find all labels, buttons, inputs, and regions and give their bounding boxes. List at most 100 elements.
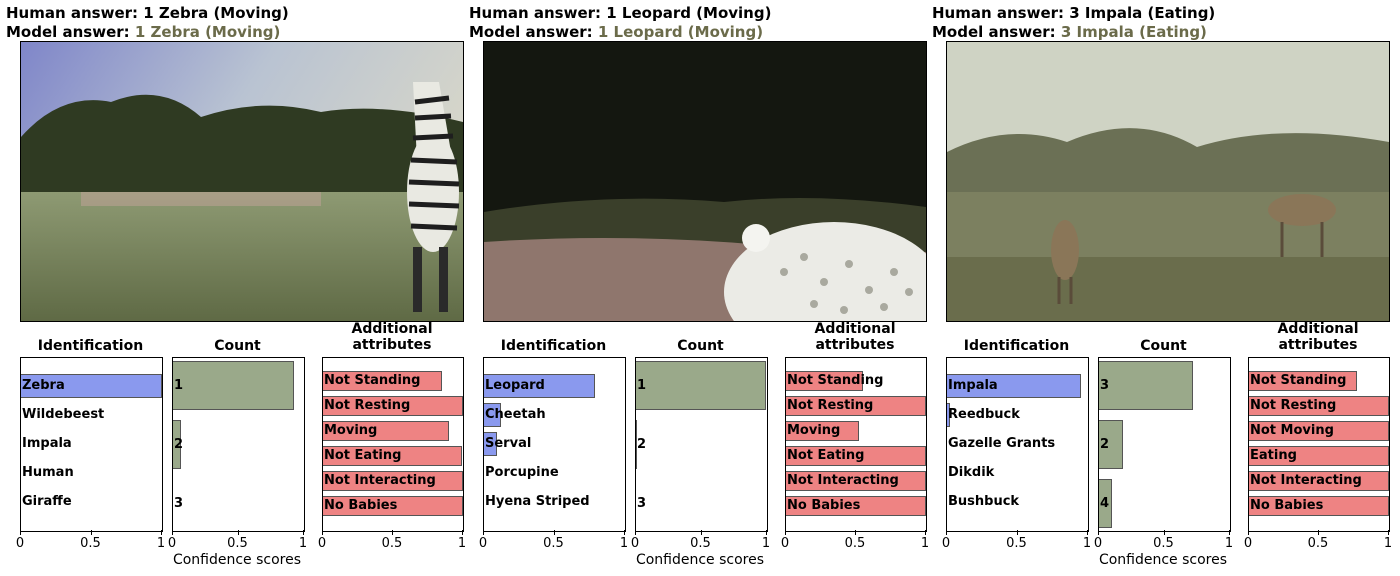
count-chart-box: 3 2 4	[1098, 357, 1231, 532]
attributes-bar	[323, 421, 449, 441]
count-bar	[173, 420, 181, 469]
x-tick	[1229, 530, 1230, 535]
identification-bar-label: Leopard	[485, 378, 545, 393]
attributes-bar-label: No Babies	[324, 498, 398, 513]
attributes-bar-label: Not Eating	[787, 448, 865, 463]
x-tick-label: 1	[920, 536, 930, 551]
attributes-title-line1: Additional	[351, 321, 433, 337]
attributes-title-line2: attributes	[352, 337, 432, 353]
identification-bar-label: Impala	[948, 378, 998, 393]
x-tick	[322, 530, 323, 535]
attributes-title: Additional attributes	[322, 321, 462, 353]
leopard-camera-trap-photo	[484, 42, 926, 321]
x-tick-label: 0.5	[1307, 536, 1329, 551]
x-tick-label: 0.5	[543, 536, 564, 551]
x-tick-label: 1	[619, 536, 629, 551]
x-tick-label: 0	[478, 536, 488, 551]
identification-chart-box: Zebra Wildebeest Impala Human Giraffe	[20, 357, 163, 532]
x-tick	[700, 530, 702, 535]
x-tick	[553, 530, 555, 535]
x-axis-label: Confidence scores	[172, 552, 302, 568]
attributes-bar-label: Not Interacting	[787, 473, 899, 488]
attributes-bar	[1249, 496, 1389, 516]
x-tick-label: 1	[1383, 536, 1393, 551]
attributes-bar	[786, 371, 863, 391]
x-tick	[303, 530, 304, 535]
attributes-bar	[786, 471, 926, 491]
attributes-bar	[786, 496, 926, 516]
identification-bar	[21, 374, 162, 398]
panel-3: Human answer: 3 Impala (Eating) Model ans…	[926, 0, 1392, 576]
x-tick	[855, 530, 856, 535]
attributes-bar-label: Not Interacting	[1250, 473, 1362, 488]
attributes-chart-box: Not Standing Not Resting Not Moving Eating N…	[1248, 357, 1390, 532]
identification-bar-label: Impala	[22, 436, 72, 451]
x-tick	[392, 530, 393, 535]
attributes-title-line1: Additional	[1277, 321, 1359, 337]
attributes-title-line1: Additional	[814, 321, 896, 337]
count-chart-box: 1 2 3	[635, 357, 768, 532]
attributes-bar-label: Not Standing	[324, 373, 421, 388]
identification-bar-label: Dikdik	[948, 465, 995, 480]
human-answer-line: Human answer: 1 Zebra (Moving)	[6, 4, 289, 22]
impala-camera-trap-photo	[947, 42, 1389, 321]
identification-title: Identification	[37, 338, 144, 354]
x-tick	[1163, 530, 1165, 535]
x-tick-label: 0	[1243, 536, 1253, 551]
attributes-bar-label: Not Resting	[324, 398, 411, 413]
attributes-title-line2: attributes	[1278, 337, 1358, 353]
attributes-bar-label: Not Resting	[787, 398, 874, 413]
count-bar	[1099, 361, 1194, 410]
attributes-bar	[786, 396, 926, 416]
x-tick-label: 1	[298, 536, 308, 551]
attributes-chart-box: Not Standing Not Resting Moving Not Eating N…	[322, 357, 464, 532]
identification-title: Identification	[963, 338, 1070, 354]
model-answer-value: 1 Leopard (Moving)	[597, 23, 764, 41]
identification-bar-label: Bushbuck	[948, 494, 1020, 509]
attributes-bar	[1249, 471, 1389, 491]
identification-bar	[947, 374, 1081, 398]
panel-1: Human answer: 1 Zebra (Moving) Model answ…	[0, 0, 466, 576]
count-bar-label: 2	[1100, 437, 1110, 452]
attributes-bar-label: Not Standing	[787, 373, 884, 388]
count-chart-box: 1 2 3	[172, 357, 305, 532]
x-tick-label: 0.5	[227, 536, 248, 551]
human-answer-prefix: Human answer:	[932, 4, 1070, 22]
x-tick	[946, 530, 947, 535]
count-bar-label: 1	[637, 378, 647, 393]
attributes-bar-label: Moving	[324, 423, 378, 438]
count-bar-label: 3	[174, 496, 184, 511]
count-bar	[1099, 420, 1123, 469]
attributes-bar	[1249, 421, 1389, 441]
attributes-bar-label: No Babies	[787, 498, 861, 513]
identification-bar	[484, 374, 596, 398]
x-tick	[1087, 530, 1088, 535]
camera-trap-image	[20, 41, 464, 322]
count-bar-label: 1	[174, 378, 184, 393]
x-tick-label: 0	[317, 536, 327, 551]
identification-bar-label: Giraffe	[22, 494, 72, 509]
identification-bar-label: Human	[22, 465, 74, 480]
x-tick-label: 1	[457, 536, 467, 551]
attributes-bar-label: Not Eating	[324, 448, 402, 463]
count-bar-label: 2	[637, 437, 647, 452]
x-tick-label: 0.5	[1153, 536, 1174, 551]
model-answer-line: Model answer: 3 Impala (Eating)	[932, 23, 1207, 41]
count-bar-label: 4	[1100, 496, 1110, 511]
human-answer-line: Human answer: 3 Impala (Eating)	[932, 4, 1215, 22]
x-tick-label: 0	[630, 536, 640, 551]
attributes-bar	[323, 471, 463, 491]
identification-bar-label: Wildebeest	[22, 407, 105, 422]
count-bar-label: 3	[637, 496, 647, 511]
panel-2: Human answer: 1 Leopard (Moving) Model an…	[463, 0, 929, 576]
attributes-bar-label: Not Standing	[1250, 373, 1347, 388]
attributes-bar-label: Not Moving	[1250, 423, 1334, 438]
x-tick	[172, 530, 173, 535]
count-bar-label: 2	[174, 437, 184, 452]
identification-chart-box: Impala Reedbuck Gazelle Grants Dikdik Bushbu…	[946, 357, 1089, 532]
x-tick	[1248, 530, 1249, 535]
attributes-bar-label: No Babies	[1250, 498, 1324, 513]
x-tick-label: 0	[780, 536, 790, 551]
model-answer-prefix: Model answer:	[6, 23, 135, 41]
x-tick	[635, 530, 636, 535]
